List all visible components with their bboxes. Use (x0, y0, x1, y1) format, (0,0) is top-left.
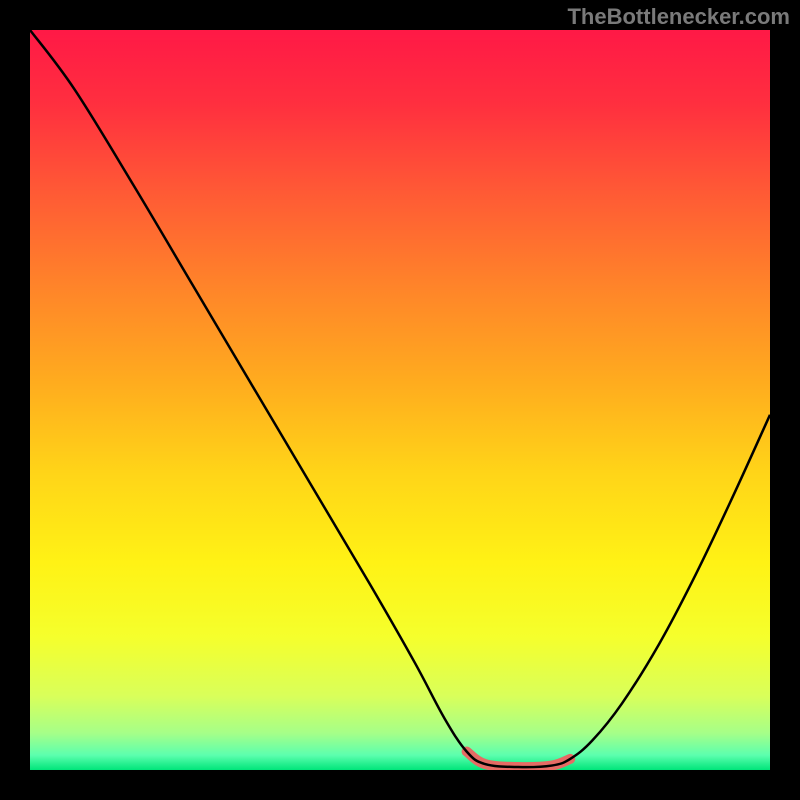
bottleneck-chart (0, 0, 800, 800)
plot-background (30, 30, 770, 770)
watermark-text: TheBottlenecker.com (567, 4, 790, 30)
chart-container: TheBottlenecker.com (0, 0, 800, 800)
